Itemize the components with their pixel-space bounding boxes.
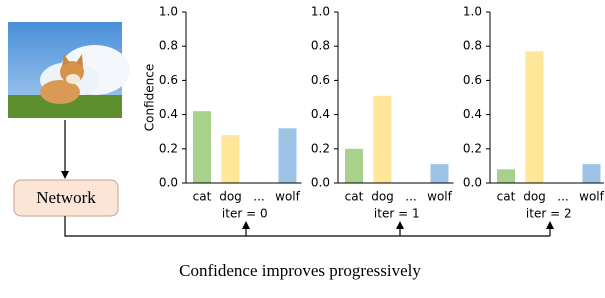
x-tick-label: cat xyxy=(345,190,364,204)
bar xyxy=(222,135,240,183)
x-tick-label: ... xyxy=(253,190,264,204)
bar xyxy=(583,164,601,183)
x-axis-label: iter = 1 xyxy=(374,207,420,221)
y-tick-label: 1.0 xyxy=(159,5,178,19)
x-tick-label: wolf xyxy=(579,190,604,204)
bar xyxy=(497,169,515,183)
bar xyxy=(526,51,544,183)
y-tick-label: 0.6 xyxy=(159,73,178,87)
y-tick-label: 0.2 xyxy=(159,141,178,155)
bar xyxy=(193,111,211,183)
y-tick-label: 0.0 xyxy=(311,176,330,190)
bar xyxy=(345,149,363,183)
bar xyxy=(279,128,297,183)
caption: Confidence improves progressively xyxy=(179,261,421,280)
y-tick-label: 0.4 xyxy=(311,107,330,121)
bar xyxy=(431,164,449,183)
y-tick-label: 0.8 xyxy=(311,39,330,53)
y-tick-label: 0.8 xyxy=(159,39,178,53)
input-photo xyxy=(8,22,130,118)
x-tick-label: wolf xyxy=(275,190,300,204)
arrow-head xyxy=(61,171,69,179)
y-tick-label: 0.0 xyxy=(463,176,482,190)
y-tick-label: 0.0 xyxy=(159,176,178,190)
x-tick-label: wolf xyxy=(427,190,452,204)
figure: Network Confidence improves progressivel… xyxy=(0,0,605,294)
feedback-arrows xyxy=(246,228,550,236)
page: {"chart_data": [ {"type": "bar", "catego… xyxy=(0,0,605,294)
x-tick-label: dog xyxy=(219,190,242,204)
network-label: Network xyxy=(36,188,96,207)
y-tick-label: 1.0 xyxy=(463,5,482,19)
y-tick-label: 1.0 xyxy=(311,5,330,19)
y-tick-label: 0.2 xyxy=(311,141,330,155)
y-axis-label: Confidence xyxy=(143,64,157,131)
y-tick-label: 0.6 xyxy=(311,73,330,87)
y-tick-label: 0.6 xyxy=(463,73,482,87)
x-tick-label: dog xyxy=(523,190,546,204)
x-axis-label: iter = 2 xyxy=(526,207,572,221)
y-tick-label: 0.4 xyxy=(159,107,178,121)
feedback-arrow-heads xyxy=(242,221,554,229)
y-tick-label: 0.4 xyxy=(463,107,482,121)
x-tick-label: cat xyxy=(193,190,212,204)
x-tick-label: ... xyxy=(557,190,568,204)
feedback-line xyxy=(65,216,550,236)
x-tick-label: cat xyxy=(497,190,516,204)
x-tick-label: ... xyxy=(405,190,416,204)
y-tick-label: 0.8 xyxy=(463,39,482,53)
bar xyxy=(374,96,392,183)
y-tick-label: 0.2 xyxy=(463,141,482,155)
x-tick-label: dog xyxy=(371,190,394,204)
x-axis-label: iter = 0 xyxy=(222,207,268,221)
